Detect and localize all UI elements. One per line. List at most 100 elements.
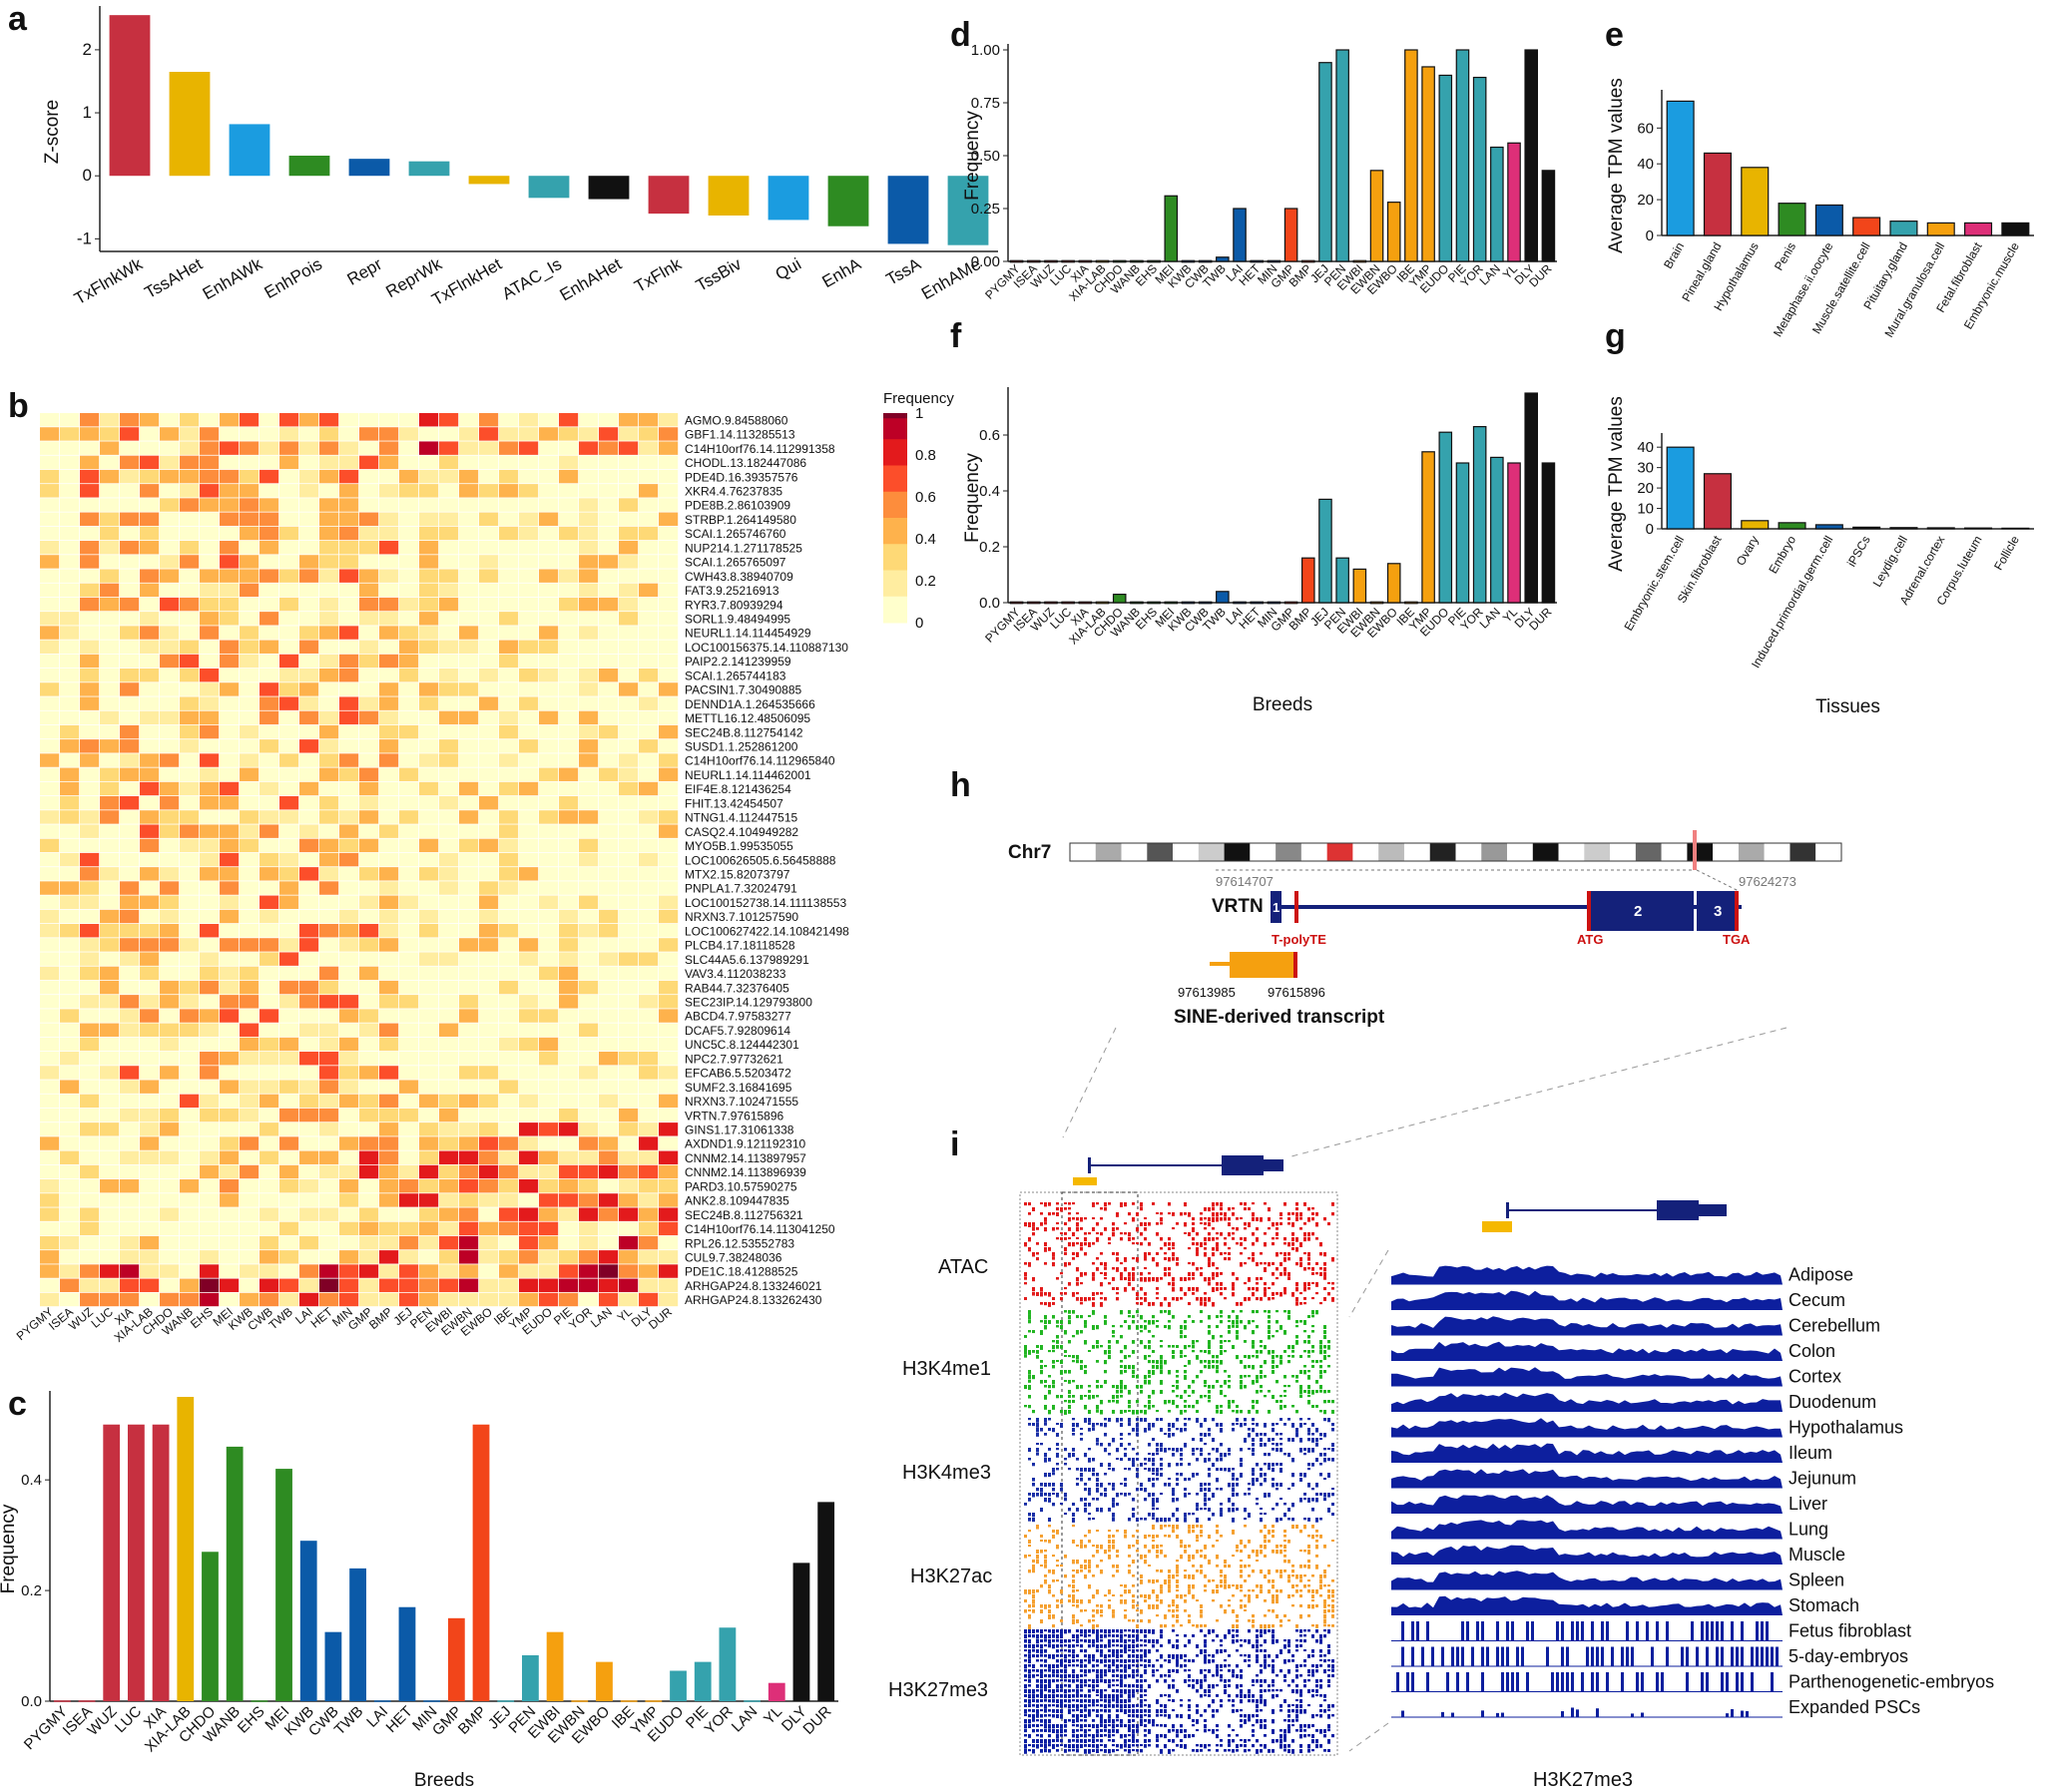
track-signal [1256, 1350, 1259, 1354]
panel-label-f: f [950, 317, 962, 355]
track-signal [1108, 1202, 1111, 1205]
heatmap-cell [559, 909, 579, 924]
track-signal [1032, 1518, 1035, 1523]
heatmap-row-label-18: SCAI.1.265744183 [685, 669, 786, 682]
track-signal [1056, 1345, 1059, 1349]
track-signal [1264, 1345, 1267, 1350]
ideogram-band [1584, 843, 1611, 861]
track-signal [1076, 1569, 1079, 1574]
track-signal [1048, 1247, 1051, 1251]
heatmap-cell [579, 881, 599, 895]
track-signal [1128, 1315, 1131, 1318]
track-signal [1200, 1530, 1203, 1535]
legend-gradient-step [883, 533, 907, 540]
heatmap-cell [40, 895, 60, 909]
heatmap-cell [100, 498, 120, 512]
track-signal [1323, 1498, 1326, 1502]
track-signal [1287, 1518, 1290, 1521]
track-signal [1315, 1565, 1318, 1569]
track-signal [1084, 1535, 1087, 1538]
track-signal [1307, 1483, 1310, 1488]
ideogram-band [1738, 843, 1765, 861]
heatmap-cell [479, 1250, 499, 1264]
heatmap-cell [419, 1150, 439, 1164]
heatmap-cell [180, 469, 200, 484]
heatmap-cell [599, 753, 619, 767]
heatmap-cell [379, 1037, 399, 1052]
heatmap-cell [579, 640, 599, 654]
heatmap-cell [399, 583, 419, 598]
heatmap-cell [200, 1066, 220, 1080]
panel-label-h: h [950, 766, 971, 804]
heatmap-cell [419, 1080, 439, 1094]
track-signal [1032, 1609, 1035, 1613]
track-signal [1124, 1257, 1127, 1262]
track-signal [1200, 1483, 1203, 1488]
heatmap-cell [359, 640, 379, 654]
track-signal [1248, 1355, 1251, 1359]
track-signal [1052, 1629, 1055, 1634]
heatmap-cell [479, 1292, 499, 1307]
track-signal [1268, 1589, 1271, 1594]
heatmap-cell [579, 724, 599, 739]
y-tick-label-f-0: 0.0 [979, 595, 1000, 612]
track-signal [1283, 1405, 1286, 1409]
track-signal [1072, 1335, 1075, 1338]
heatmap-cell [439, 612, 459, 626]
heatmap-cell [659, 710, 679, 725]
heatmap-cell [319, 724, 339, 739]
track-signal [1024, 1589, 1027, 1594]
track-signal [1272, 1350, 1275, 1354]
heatmap-cell [419, 824, 439, 838]
track-signal [1244, 1604, 1247, 1608]
heatmap-cell [359, 995, 379, 1009]
track-signal [1307, 1463, 1310, 1467]
heatmap-cell [240, 895, 259, 909]
track-signal [1076, 1315, 1079, 1319]
heatmap-cell [559, 1136, 579, 1150]
track-signal [1144, 1405, 1147, 1408]
x-tick-label-a-3: EnhPois [261, 254, 325, 302]
heatmap-cell [279, 682, 299, 696]
heatmap-cell [160, 484, 180, 498]
track-signal [1072, 1614, 1075, 1619]
track-signal [1220, 1604, 1223, 1608]
heatmap-cell [339, 881, 359, 895]
legend-gradient-step [883, 497, 907, 503]
legend-gradient-step [883, 491, 907, 498]
heatmap-cell [599, 810, 619, 824]
heatmap-cell [80, 682, 100, 696]
track-signal [1204, 1385, 1207, 1388]
heatmap-cell [240, 838, 259, 853]
heatmap-cell [240, 1052, 259, 1066]
heatmap-cell [539, 441, 559, 455]
heatmap-cell [60, 810, 80, 824]
heatmap-cell [639, 1009, 659, 1023]
heatmap-cell [499, 626, 519, 640]
track-signal [1228, 1604, 1231, 1607]
heatmap-cell [499, 1080, 519, 1094]
track-signal [1264, 1292, 1267, 1297]
track-signal [1040, 1380, 1043, 1384]
heatmap-cell [120, 1278, 140, 1292]
heatmap-cell [339, 555, 359, 569]
track-signal [1048, 1320, 1051, 1324]
exon-1 [1271, 891, 1281, 923]
track-signal [1080, 1498, 1083, 1502]
track-signal [1140, 1277, 1143, 1282]
legend-gradient-step [883, 486, 907, 493]
track-signal [1279, 1433, 1282, 1436]
track-signal [1148, 1302, 1151, 1307]
heatmap-cell [319, 583, 339, 598]
heatmap-cell [599, 781, 619, 796]
track-signal [1176, 1518, 1179, 1523]
heatmap-row-label-11: CWH43.8.38940709 [685, 570, 793, 584]
track-signal [1200, 1453, 1203, 1457]
y-tick-label-d-2: 0.50 [971, 148, 1000, 165]
track-signal [1120, 1310, 1123, 1315]
track-signal [1064, 1292, 1067, 1295]
heatmap-cell [120, 1193, 140, 1207]
heatmap-cell [459, 781, 479, 796]
heatmap-cell [319, 1179, 339, 1193]
track-signal [1156, 1594, 1159, 1599]
